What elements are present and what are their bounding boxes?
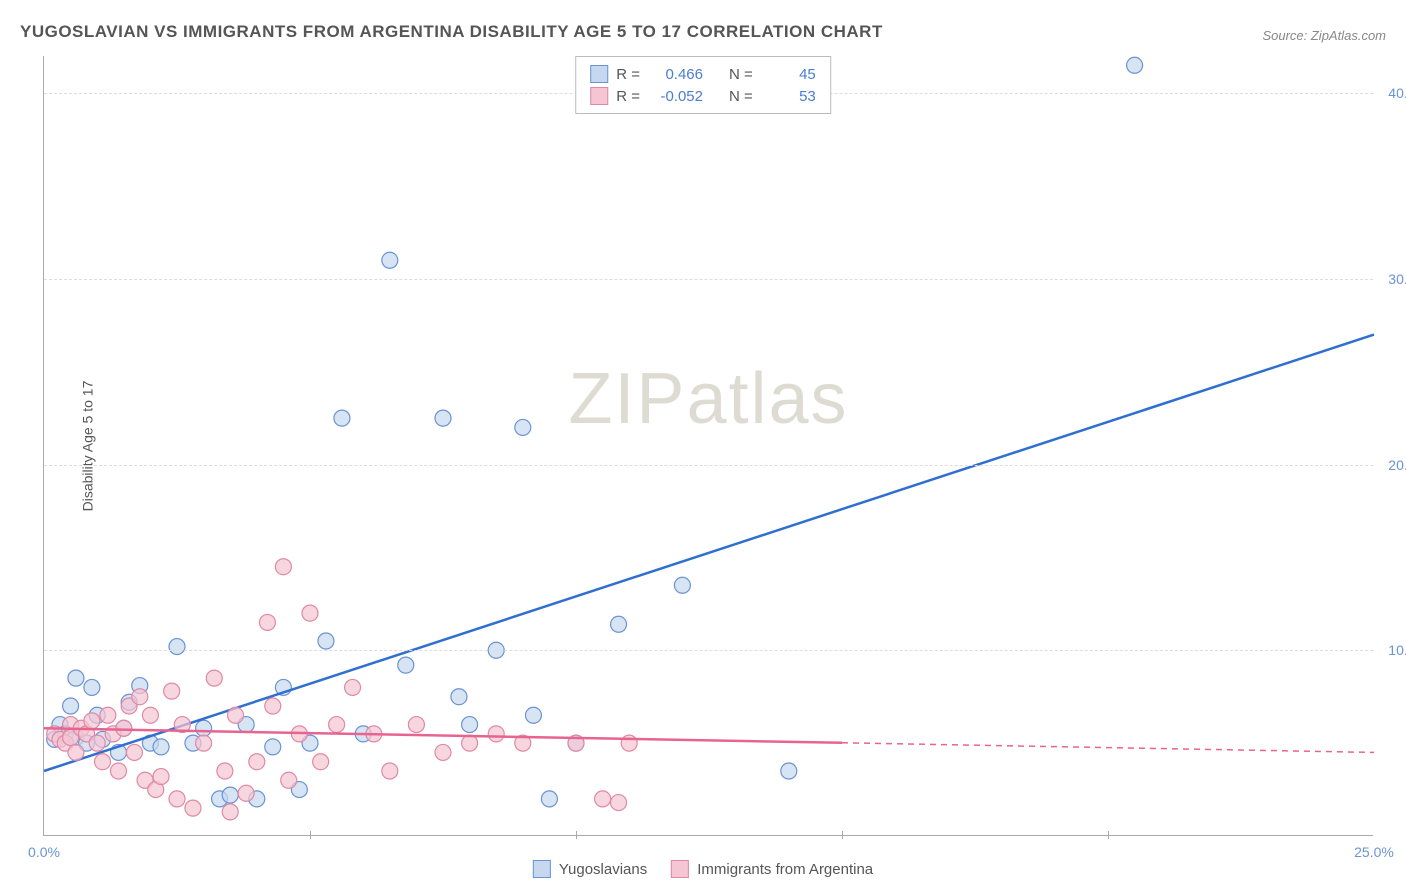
data-point xyxy=(169,791,185,807)
data-point xyxy=(169,639,185,655)
data-point xyxy=(222,804,238,820)
data-point xyxy=(1127,57,1143,73)
data-point xyxy=(611,795,627,811)
legend-swatch xyxy=(590,65,608,83)
data-point xyxy=(259,614,275,630)
legend-series-item: Yugoslavians xyxy=(533,860,647,878)
data-point xyxy=(781,763,797,779)
y-tick-label: 40.0% xyxy=(1388,85,1406,101)
y-tick-label: 10.0% xyxy=(1388,642,1406,658)
legend-r-value: 0.466 xyxy=(648,66,703,83)
data-point xyxy=(302,605,318,621)
data-point xyxy=(68,670,84,686)
data-point xyxy=(313,754,329,770)
data-point xyxy=(334,410,350,426)
legend-swatch xyxy=(590,87,608,105)
legend-n-value: 53 xyxy=(761,88,816,105)
data-point xyxy=(275,559,291,575)
legend-r-label: R = xyxy=(616,88,640,105)
data-point xyxy=(462,717,478,733)
source-attribution: Source: ZipAtlas.com xyxy=(1262,28,1386,43)
chart-title: YUGOSLAVIAN VS IMMIGRANTS FROM ARGENTINA… xyxy=(20,22,883,42)
x-tick-label: 0.0% xyxy=(28,844,60,860)
data-point xyxy=(611,616,627,632)
data-point xyxy=(126,744,142,760)
legend-n-label: N = xyxy=(729,88,753,105)
data-point xyxy=(100,707,116,723)
legend-correlation: R = 0.466 N = 45 R = -0.052 N = 53 xyxy=(575,56,831,114)
y-tick-label: 30.0% xyxy=(1388,271,1406,287)
legend-swatch xyxy=(533,860,551,878)
data-point xyxy=(153,739,169,755)
data-point xyxy=(621,735,637,751)
legend-r-value: -0.052 xyxy=(648,88,703,105)
legend-series: Yugoslavians Immigrants from Argentina xyxy=(533,860,873,878)
data-point xyxy=(435,410,451,426)
data-point xyxy=(164,683,180,699)
data-point xyxy=(84,713,100,729)
data-point xyxy=(132,689,148,705)
trend-line xyxy=(44,335,1374,771)
data-point xyxy=(382,252,398,268)
data-point xyxy=(451,689,467,705)
data-point xyxy=(206,670,222,686)
data-point xyxy=(196,720,212,736)
data-point xyxy=(63,698,79,714)
legend-n-label: N = xyxy=(729,66,753,83)
legend-series-label: Immigrants from Argentina xyxy=(697,861,873,878)
data-point xyxy=(515,419,531,435)
legend-correlation-row: R = -0.052 N = 53 xyxy=(590,85,816,107)
data-point xyxy=(488,726,504,742)
data-point xyxy=(153,769,169,785)
legend-series-label: Yugoslavians xyxy=(559,861,647,878)
data-point xyxy=(142,707,158,723)
data-point xyxy=(408,717,424,733)
data-point xyxy=(281,772,297,788)
legend-correlation-row: R = 0.466 N = 45 xyxy=(590,63,816,85)
chart-svg xyxy=(44,56,1373,835)
gridline xyxy=(44,650,1373,651)
data-point xyxy=(84,679,100,695)
trend-line-extrapolated xyxy=(842,743,1374,753)
legend-swatch xyxy=(671,860,689,878)
legend-series-item: Immigrants from Argentina xyxy=(671,860,873,878)
data-point xyxy=(185,800,201,816)
data-point xyxy=(196,735,212,751)
data-point xyxy=(329,717,345,733)
data-point xyxy=(228,707,244,723)
data-point xyxy=(265,698,281,714)
data-point xyxy=(382,763,398,779)
data-point xyxy=(110,763,126,779)
legend-n-value: 45 xyxy=(761,66,816,83)
y-tick-label: 20.0% xyxy=(1388,457,1406,473)
data-point xyxy=(345,679,361,695)
data-point xyxy=(541,791,557,807)
data-point xyxy=(222,787,238,803)
data-point xyxy=(525,707,541,723)
data-point xyxy=(318,633,334,649)
data-point xyxy=(249,754,265,770)
x-tick-label: 25.0% xyxy=(1354,844,1394,860)
data-point xyxy=(462,735,478,751)
data-point xyxy=(595,791,611,807)
data-point xyxy=(89,735,105,751)
data-point xyxy=(238,785,254,801)
data-point xyxy=(68,744,84,760)
data-point xyxy=(95,754,111,770)
x-tick xyxy=(576,831,577,839)
legend-r-label: R = xyxy=(616,66,640,83)
data-point xyxy=(398,657,414,673)
gridline xyxy=(44,279,1373,280)
x-tick xyxy=(1108,831,1109,839)
plot-area: Disability Age 5 to 17 ZIPatlas 10.0%20.… xyxy=(43,56,1373,836)
gridline xyxy=(44,465,1373,466)
data-point xyxy=(674,577,690,593)
x-tick xyxy=(842,831,843,839)
data-point xyxy=(435,744,451,760)
data-point xyxy=(265,739,281,755)
data-point xyxy=(217,763,233,779)
x-tick xyxy=(310,831,311,839)
data-point xyxy=(116,720,132,736)
